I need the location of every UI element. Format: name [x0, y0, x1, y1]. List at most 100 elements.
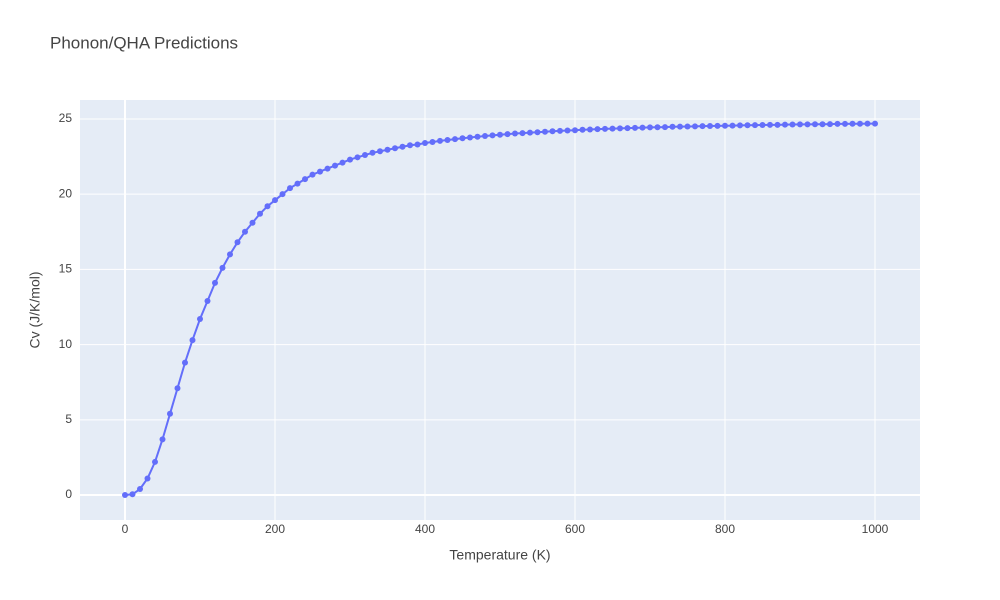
data-point	[219, 264, 226, 271]
data-point	[722, 122, 728, 129]
data-point	[459, 135, 466, 142]
data-point	[272, 197, 278, 204]
data-point	[377, 148, 383, 155]
data-point	[512, 130, 518, 137]
data-point	[542, 128, 548, 135]
data-point	[699, 123, 706, 130]
data-point	[662, 124, 668, 131]
data-point	[362, 152, 368, 159]
data-point	[339, 159, 346, 166]
data-point	[249, 219, 256, 226]
data-point	[422, 140, 428, 147]
data-point	[632, 124, 638, 131]
data-point	[152, 458, 158, 465]
data-point	[804, 121, 811, 128]
data-point	[497, 131, 503, 138]
data-point	[744, 122, 751, 129]
data-point	[437, 137, 443, 144]
data-point	[797, 121, 803, 128]
data-point	[534, 129, 541, 136]
data-point	[842, 120, 848, 127]
data-point	[639, 124, 646, 131]
data-point	[647, 124, 653, 131]
y-tick-label: 25	[59, 111, 73, 125]
data-point	[174, 385, 181, 392]
data-point	[872, 120, 878, 127]
data-point	[452, 136, 458, 143]
chart-title: Phonon/QHA Predictions	[50, 33, 238, 52]
data-point	[234, 239, 241, 246]
data-point	[197, 316, 203, 323]
x-tick-label: 200	[265, 522, 285, 536]
x-tick-label: 400	[415, 522, 435, 536]
data-point	[482, 132, 488, 139]
data-point	[857, 120, 863, 127]
data-point	[429, 138, 436, 145]
data-point	[309, 171, 316, 178]
data-point	[737, 122, 743, 129]
data-point	[474, 133, 481, 140]
data-point	[684, 123, 691, 130]
data-point	[227, 251, 233, 258]
data-point	[287, 185, 293, 192]
data-point	[654, 124, 661, 131]
data-point	[407, 142, 413, 149]
data-point	[827, 121, 833, 128]
data-point	[624, 125, 631, 132]
data-point	[392, 145, 398, 152]
data-point	[669, 123, 676, 130]
data-point	[264, 203, 271, 210]
data-point	[834, 120, 841, 127]
data-point	[864, 120, 871, 127]
data-point	[714, 122, 721, 129]
data-point	[332, 162, 338, 169]
data-point	[489, 132, 496, 139]
data-point	[819, 121, 826, 128]
data-point	[557, 127, 563, 134]
data-point	[752, 122, 758, 129]
data-point	[527, 129, 533, 136]
y-tick-label: 5	[65, 412, 72, 426]
data-point	[399, 143, 406, 150]
data-point	[212, 279, 218, 286]
x-tick-label: 800	[715, 522, 735, 536]
data-point	[572, 127, 578, 134]
data-point	[302, 176, 308, 183]
data-point	[579, 126, 586, 133]
data-point	[789, 121, 796, 128]
data-point	[782, 121, 788, 128]
data-point	[189, 337, 196, 344]
data-point	[467, 134, 473, 141]
data-point	[294, 180, 301, 187]
data-point	[617, 125, 623, 132]
data-point	[369, 149, 376, 156]
data-point	[849, 120, 856, 127]
y-axis-title: Cv (J/K/mol)	[27, 272, 43, 349]
y-tick-label: 10	[59, 337, 73, 351]
data-point	[707, 123, 713, 130]
data-point	[504, 131, 511, 138]
data-point	[602, 125, 608, 132]
x-tick-label: 0	[122, 522, 129, 536]
data-point	[759, 121, 766, 128]
x-axis-title: Temperature (K)	[449, 547, 550, 563]
data-point	[677, 123, 683, 130]
data-point	[324, 165, 331, 172]
x-tick-label: 1000	[862, 522, 889, 536]
data-point	[354, 154, 361, 161]
data-point	[549, 128, 556, 135]
data-point	[137, 486, 143, 493]
data-point	[774, 121, 781, 128]
x-tick-label: 600	[565, 522, 585, 536]
y-tick-label: 0	[65, 487, 72, 501]
data-point	[767, 121, 773, 128]
data-point	[564, 127, 571, 134]
data-point	[159, 436, 166, 443]
data-point	[594, 126, 601, 133]
data-point	[587, 126, 593, 133]
data-point	[204, 297, 211, 304]
data-point	[242, 228, 248, 235]
data-point	[729, 122, 736, 129]
data-point	[257, 210, 263, 217]
